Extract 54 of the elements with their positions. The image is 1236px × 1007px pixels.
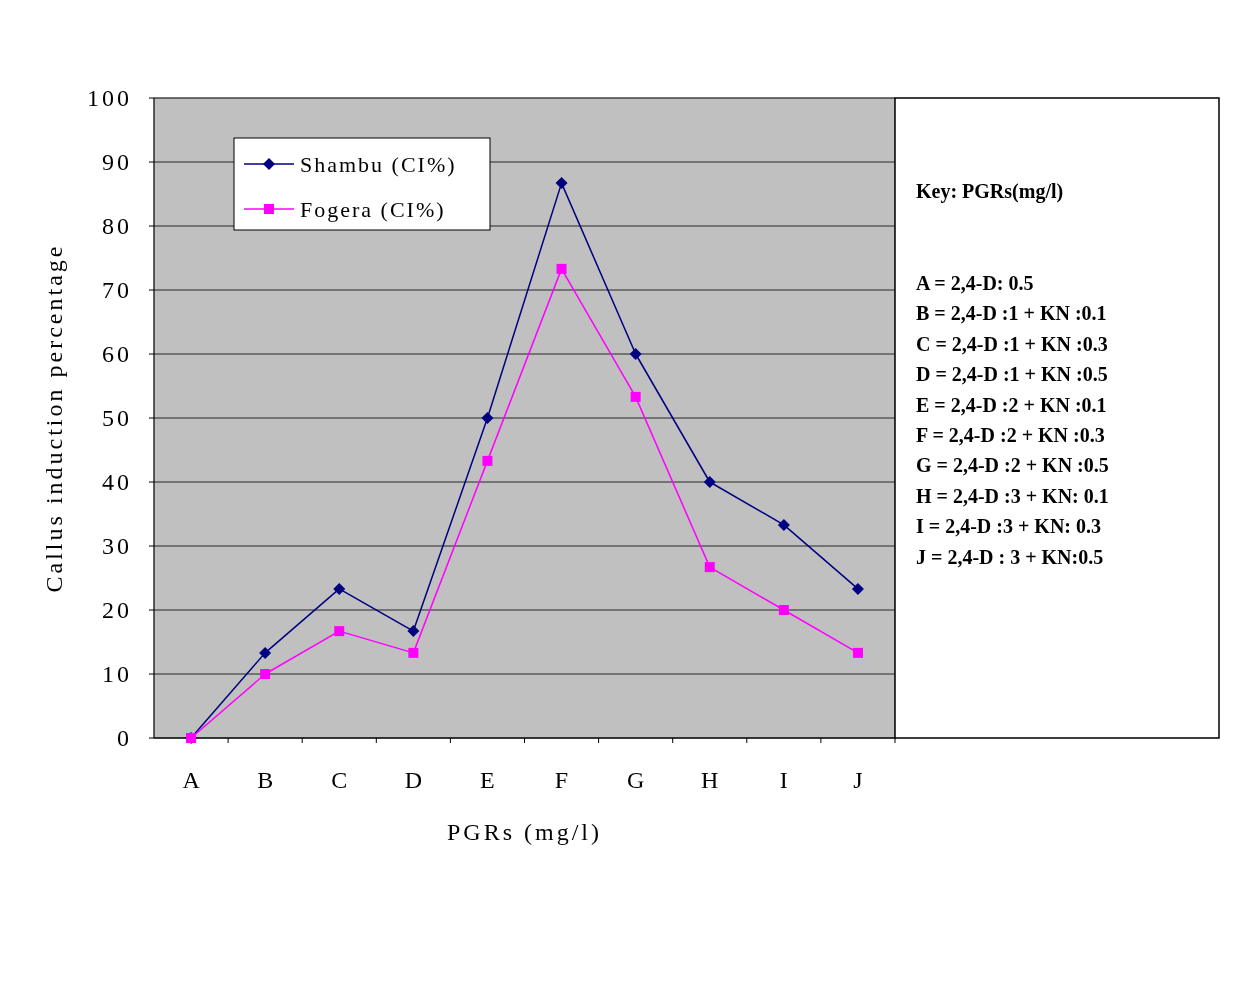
text: G = 2,4-D :2 + KN :0.5 [916,454,1109,477]
legend-label: Fogera (CI%) [300,196,446,222]
y-tick-label: 50 [102,405,132,432]
x-tick-label: C [331,767,348,793]
text: D = 2,4-D :1 + KN :0.5 [916,363,1108,386]
y-tick-label: 90 [102,149,132,176]
x-tick-label: I [779,767,788,793]
y-tick-label: 10 [102,661,132,688]
text: J = 2,4-D : 3 + KN:0.5 [916,545,1104,568]
point [407,625,420,638]
x-tick-label: F [554,767,569,793]
point [704,562,715,573]
point [555,177,568,190]
point [333,582,346,595]
x-tick-label: B [257,767,274,793]
text: B = 2,4-D :1 + KN :0.1 [916,302,1107,325]
point [334,626,345,637]
y-tick-label: 70 [102,277,132,304]
text: F = 2,4-D :2 + KN :0.3 [916,424,1105,446]
point [778,605,789,615]
y-tick-label: 20 [102,597,132,624]
x-tick-label: J [853,767,863,793]
point [630,391,641,402]
point [703,476,716,488]
text: I = 2,4-D :3 + KN: 0.3 [916,515,1101,538]
x-tick-label: H [701,767,719,793]
y-tick-label: 40 [102,469,132,496]
x-tick-label: G [626,767,645,793]
point [408,647,419,658]
point [629,348,642,360]
y-axis-title: Callus induction percentage [41,243,67,593]
text: Key: PGRs(mg/l) [916,180,1064,203]
point [556,263,567,274]
point [260,669,271,679]
point [777,518,790,531]
point [852,647,863,658]
point [481,412,494,424]
y-tick-label: 60 [102,341,132,368]
point [482,455,493,466]
y-tick-label: 80 [102,213,132,240]
y-tick-label: 100 [87,85,132,112]
x-tick-label: D [404,767,423,793]
text: C = 2,4-D :1 + KN :0.3 [916,332,1108,355]
x-tick-label: A [182,767,201,793]
y-tick-label: 30 [102,533,132,560]
x-axis-title: PGRs (mg/l) [446,819,603,845]
legend-label: Shambu (CI%) [300,151,457,177]
text: A = 2,4-D: 0.5 [916,272,1034,294]
x-tick-label: E [480,767,495,793]
point [851,582,864,595]
text: H = 2,4-D :3 + KN: 0.1 [916,484,1109,507]
text: E = 2,4-D :2 + KN :0.1 [916,393,1107,416]
point [259,646,272,659]
y-tick-label: 0 [117,725,132,752]
